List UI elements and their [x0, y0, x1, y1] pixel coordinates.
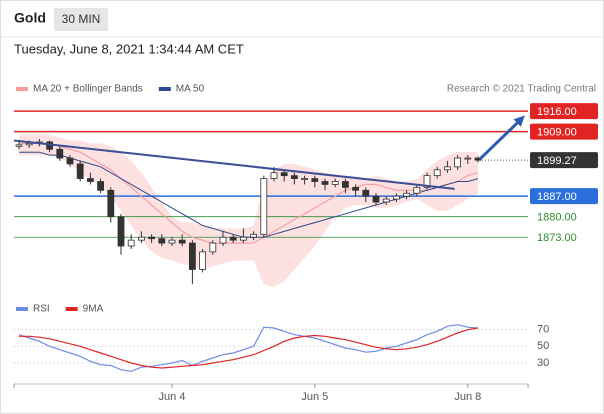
candle-body — [443, 166, 451, 171]
candle-body — [464, 157, 472, 160]
legend-label: RSI — [33, 304, 50, 315]
candle-body — [301, 178, 309, 180]
symbol: Gold — [14, 10, 46, 26]
candle-body — [87, 178, 94, 182]
candle-body — [56, 148, 64, 159]
candle-body — [321, 181, 329, 185]
candle-body — [352, 186, 360, 191]
level-box — [530, 123, 598, 140]
legend-label: MA 20 + Bollinger Bands — [33, 84, 143, 95]
indicator-line — [18, 324, 479, 372]
forecast-arrow — [478, 120, 521, 161]
bollinger-band — [19, 134, 478, 288]
legend-swatch — [16, 87, 28, 91]
candle-body — [392, 195, 400, 200]
candle-body — [250, 233, 258, 238]
candle-body — [199, 251, 207, 270]
candle-body — [158, 238, 166, 244]
candle-body — [423, 175, 431, 188]
arrow-head — [513, 115, 525, 127]
candle-body — [168, 239, 176, 244]
candle-body — [229, 236, 237, 241]
last-price-label: 1899.27 — [537, 155, 577, 167]
candle-body — [372, 195, 380, 203]
x-tick-label: Jun 4 — [159, 391, 186, 403]
y-tick-label: 50 — [537, 340, 549, 352]
candle-body — [25, 142, 33, 146]
candle-body — [148, 236, 156, 240]
candle-body — [15, 144, 23, 147]
candle-body — [137, 236, 145, 241]
level-label: 1880.00 — [537, 212, 577, 224]
candle-body — [209, 242, 217, 253]
legend-swatch — [65, 307, 78, 311]
ma-line — [19, 142, 479, 244]
candle-body — [188, 242, 196, 270]
legend-label: 9MA — [83, 304, 104, 315]
candle-body — [127, 239, 135, 247]
level-label: 1887.00 — [537, 191, 577, 203]
x-tick-label: Jun 8 — [454, 391, 481, 403]
x-tick-label: Jun 5 — [301, 391, 328, 403]
candle-body — [239, 236, 247, 241]
candle-body — [331, 181, 339, 185]
timeframe-button[interactable] — [54, 8, 108, 31]
candle-body — [107, 189, 115, 218]
candle-body — [97, 181, 104, 191]
candle-body — [76, 163, 84, 179]
datetime: Tuesday, June 8, 2021 1:34:44 AM CET — [14, 41, 244, 56]
source: Research © 2021 Trading Central — [447, 84, 596, 95]
last-price-box — [530, 152, 598, 169]
candle-body — [66, 157, 74, 165]
level-box — [530, 188, 598, 205]
candle-body — [260, 178, 268, 235]
candle-body — [311, 178, 319, 182]
level-label: 1916.00 — [537, 106, 577, 118]
candle-body — [219, 236, 227, 244]
candle-body — [290, 175, 298, 179]
candle-body — [403, 192, 411, 197]
ma-line — [19, 151, 479, 238]
candle-body — [413, 186, 421, 194]
candle-body — [433, 169, 441, 177]
legend-swatch — [158, 87, 171, 91]
candle-body — [270, 172, 278, 179]
candle-body — [341, 181, 349, 188]
candle-body — [382, 198, 390, 203]
level-box — [530, 103, 598, 120]
legend-label: MA 50 — [176, 84, 205, 95]
candle-body — [454, 157, 462, 168]
candle-body — [362, 189, 370, 197]
level-label: 1909.00 — [537, 127, 577, 139]
timeframe[interactable]: 30 MIN — [62, 12, 101, 26]
y-tick-label: 70 — [537, 324, 549, 336]
level-label: 1873.00 — [537, 232, 577, 244]
candle-body — [178, 239, 186, 244]
indicator-line — [19, 327, 479, 369]
legend-swatch — [16, 307, 28, 311]
candle-body — [117, 216, 125, 247]
y-tick-label: 30 — [537, 357, 549, 369]
trend-line — [13, 139, 455, 190]
candle-body — [280, 172, 288, 177]
